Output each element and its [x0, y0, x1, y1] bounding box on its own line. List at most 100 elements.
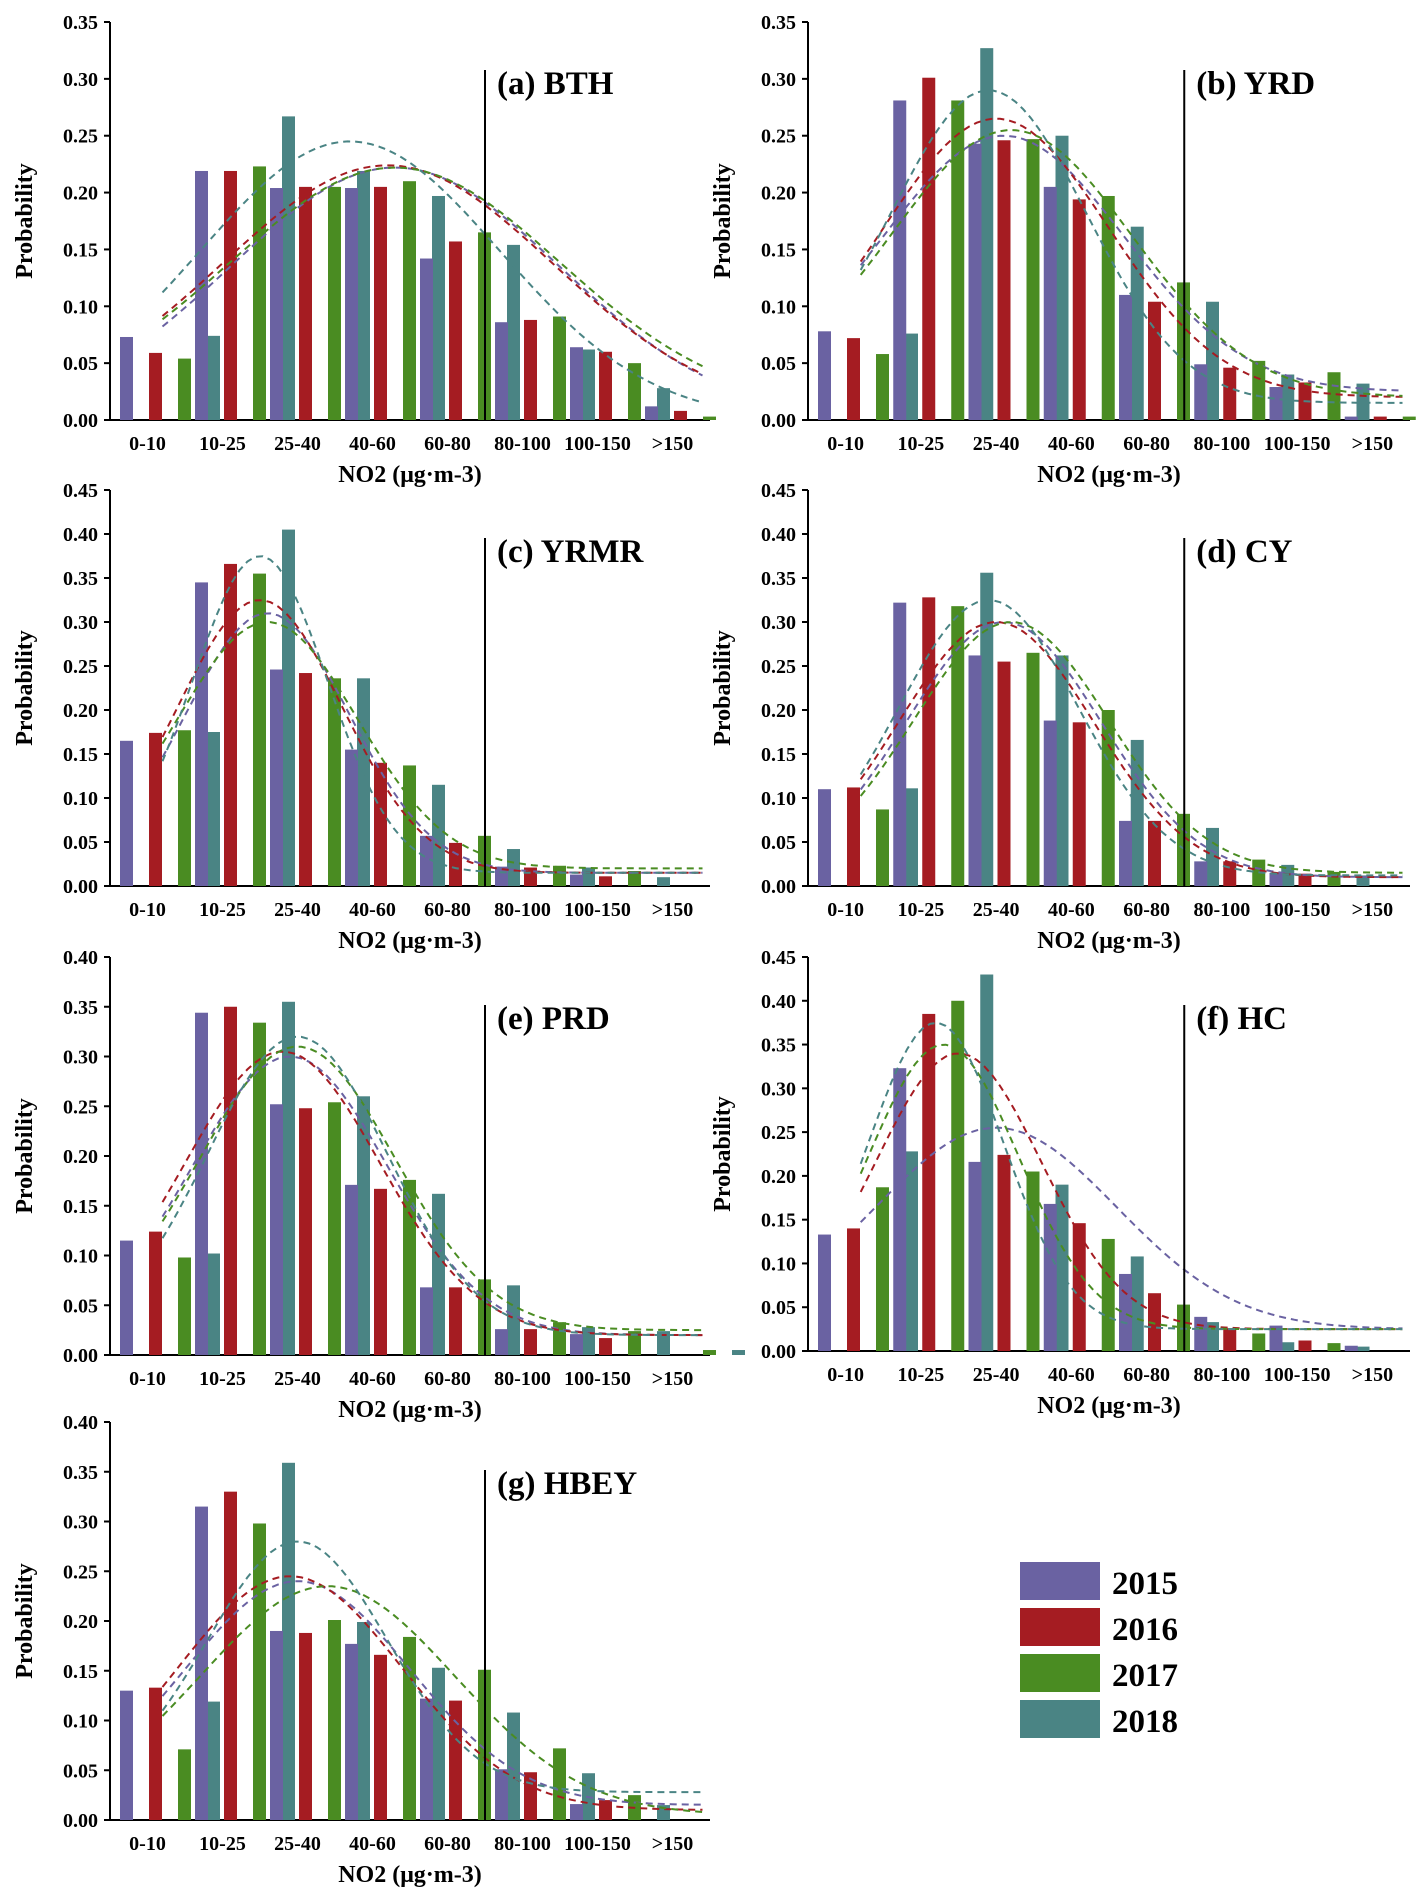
x-tick-label: 60-80 [424, 1368, 471, 1390]
x-tick-label: 25-40 [274, 433, 321, 455]
bar-2015 [195, 582, 208, 886]
bar-2018 [282, 1001, 295, 1355]
bar-2016 [449, 241, 462, 420]
y-axis-title: Probability [12, 1098, 38, 1214]
x-tick-label: 10-25 [199, 1368, 246, 1390]
bar-2016 [1223, 367, 1237, 420]
bar-2018 [207, 1253, 220, 1355]
x-tick-label: 60-80 [424, 899, 471, 921]
y-tick-label: 0.30 [761, 612, 796, 634]
legend-label-2015: 2015 [1112, 1566, 1178, 1602]
bar-2015 [893, 100, 907, 420]
x-tick-label: 100-150 [564, 899, 631, 921]
y-tick-label: 0.40 [63, 1412, 98, 1434]
bar-2018 [432, 1667, 445, 1820]
y-tick-label: 0.30 [761, 69, 796, 91]
bar-2016 [1072, 199, 1086, 420]
panel-title: (f) HC [1196, 1001, 1287, 1037]
x-tick-label: 40-60 [1048, 899, 1095, 921]
fit-curve-2018 [859, 89, 1403, 404]
y-tick-label: 0.45 [761, 480, 796, 502]
legend-swatch-2017 [1020, 1654, 1100, 1692]
y-tick-label: 0.15 [63, 1661, 98, 1683]
y-tick-label: 0.25 [761, 1122, 796, 1144]
bar-2016 [599, 876, 612, 886]
bar-2015 [495, 1769, 508, 1820]
bar-2015 [570, 347, 583, 420]
bar-2017 [1026, 652, 1040, 886]
y-tick-label: 0.15 [761, 744, 796, 766]
bar-2017 [628, 1331, 641, 1355]
legend-label-2016: 2016 [1112, 1612, 1178, 1648]
bar-2017 [628, 871, 641, 886]
bar-2016 [674, 410, 687, 420]
fit-curve-2018 [161, 1540, 703, 1794]
fit-curve-2017 [859, 621, 1403, 874]
bar-2015 [495, 322, 508, 420]
bar-2015 [968, 655, 982, 886]
x-tick-label: 0-10 [827, 899, 864, 921]
bar-2017 [253, 166, 266, 420]
bar-2017 [628, 363, 641, 420]
fit-curve-2017 [161, 166, 703, 368]
x-axis-title: NO2 (μg·m-3) [338, 1397, 482, 1423]
bar-2015 [818, 789, 831, 886]
x-tick-label: 0-10 [827, 1364, 864, 1386]
bar-2017 [1252, 360, 1266, 420]
bar-2018 [657, 1331, 670, 1355]
bar-2017 [1101, 195, 1115, 420]
bar-2016 [1148, 301, 1161, 420]
bar-2015 [1043, 720, 1057, 886]
chart-panel: 0.00 0.05 0.10 0.15 0.20 0.25 0.30 0.35 0.40 0-10… [12, 947, 745, 1423]
x-tick-label: 0-10 [129, 433, 166, 455]
x-axis-title: NO2 (μg·m-3) [338, 928, 482, 954]
bar-2017 [1101, 1238, 1115, 1351]
bar-2016 [599, 1338, 612, 1355]
bar-2016 [449, 842, 462, 886]
bar-2016 [847, 1228, 860, 1351]
y-tick-label: 0.45 [63, 480, 98, 502]
bar-2017 [328, 678, 341, 886]
bar-2017 [178, 1749, 191, 1820]
y-tick-label: 0.35 [761, 12, 796, 34]
fit-curve-2015 [161, 166, 703, 377]
y-axis-title: Probability [12, 1563, 38, 1679]
bar-2016 [1072, 722, 1086, 886]
bar-2018 [1130, 1256, 1144, 1351]
x-tick-label: 40-60 [349, 433, 396, 455]
y-tick-label: 0.40 [761, 991, 796, 1013]
y-tick-label: 0.05 [63, 832, 98, 854]
y-tick-label: 0.35 [63, 1462, 98, 1484]
bar-2017 [403, 181, 416, 420]
x-tick-label: 40-60 [349, 1833, 396, 1855]
panel-title: (e) PRD [497, 1001, 610, 1037]
bar-2015 [968, 1161, 982, 1351]
fit-curve-2015 [859, 621, 1403, 879]
bar-2017 [876, 1187, 889, 1351]
legend: 2015 2016 2017 2018 [1020, 1562, 1178, 1740]
bar-2017 [328, 1620, 341, 1820]
y-tick-label: 0.20 [63, 1146, 98, 1168]
chart-panel: 0.00 0.05 0.10 0.15 0.20 0.25 0.30 0.35 0-10 10-2… [710, 12, 1416, 488]
bar-2018 [207, 732, 220, 886]
y-tick-label: 0.05 [63, 1295, 98, 1317]
bar-2016 [299, 1108, 312, 1355]
bar-2017 [553, 865, 566, 886]
y-tick-label: 0.25 [63, 126, 98, 148]
bar-2017 [178, 358, 191, 420]
y-tick-label: 0.40 [761, 524, 796, 546]
bar-2016 [374, 1654, 387, 1820]
bar-2015 [1344, 1345, 1358, 1351]
bar-2015 [120, 1690, 133, 1820]
y-tick-label: 0.25 [761, 656, 796, 678]
fit-curve-2018 [161, 1035, 703, 1337]
bar-2018 [980, 48, 994, 420]
bar-2015 [420, 258, 433, 420]
y-tick-label: 0.20 [761, 183, 796, 205]
bar-2015 [1119, 294, 1132, 420]
fit-curve-2017 [859, 1043, 1403, 1331]
bar-2018 [1356, 383, 1370, 420]
legend-swatch-2018 [1020, 1700, 1100, 1738]
x-tick-label: 80-100 [1194, 899, 1251, 921]
bar-2017 [253, 1523, 266, 1820]
